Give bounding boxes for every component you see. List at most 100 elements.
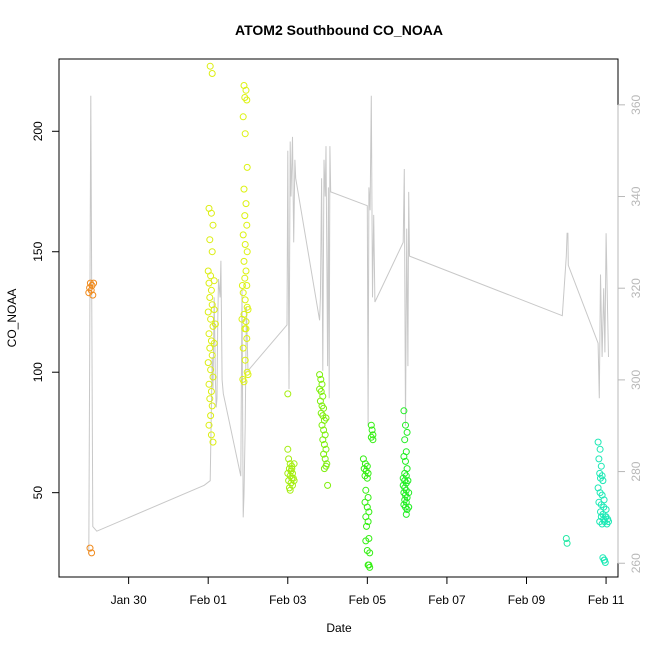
data-point <box>405 503 413 511</box>
data-point <box>316 371 324 379</box>
data-point <box>210 277 218 285</box>
data-point <box>288 462 296 470</box>
data-point <box>241 296 249 304</box>
series-2 <box>238 82 252 386</box>
data-point <box>596 445 604 453</box>
series-4 <box>316 371 332 489</box>
data-point <box>562 535 570 542</box>
data-point <box>209 373 217 381</box>
data-point <box>209 438 217 446</box>
data-point <box>204 359 212 367</box>
data-point <box>594 438 602 446</box>
data-point <box>239 289 247 297</box>
data-point <box>208 351 216 359</box>
data-point <box>241 130 249 138</box>
data-point <box>238 282 246 289</box>
x-axis-label: Date <box>326 621 352 635</box>
data-point <box>364 518 372 526</box>
data-point <box>401 436 409 444</box>
data-point <box>208 402 216 410</box>
data-point <box>369 436 377 444</box>
data-point <box>239 375 247 383</box>
x-tick-label: Jan 30 <box>111 593 147 607</box>
data-point <box>596 469 604 477</box>
data-point <box>207 272 215 280</box>
data-point <box>207 431 215 439</box>
data-point <box>242 86 250 94</box>
data-point <box>206 344 214 352</box>
data-point <box>241 356 249 364</box>
data-point <box>400 407 408 415</box>
series-3 <box>284 390 298 494</box>
data-point <box>402 421 409 429</box>
data-point <box>404 477 412 485</box>
data-point <box>402 486 410 494</box>
data-point <box>597 474 604 482</box>
x-tick-label: Feb 07 <box>428 593 466 607</box>
data-point <box>86 544 94 552</box>
y-tick-label: 50 <box>31 486 45 500</box>
data-point <box>206 236 214 244</box>
data-point <box>207 388 215 395</box>
data-point <box>597 501 605 509</box>
y2-tick-label: 260 <box>629 553 643 573</box>
data-point <box>365 508 373 516</box>
data-point <box>206 395 214 403</box>
series-5 <box>359 421 377 571</box>
data-point <box>599 477 607 485</box>
y2-tick-label: 280 <box>629 461 643 481</box>
data-point <box>205 421 213 429</box>
data-point <box>241 274 249 282</box>
data-point <box>363 474 371 482</box>
data-point <box>89 291 97 299</box>
data-point <box>243 282 251 289</box>
data-point <box>243 96 251 104</box>
data-point <box>319 436 327 444</box>
data-point <box>289 469 296 477</box>
data-point <box>209 322 217 330</box>
data-point <box>243 163 251 171</box>
data-point <box>324 481 332 489</box>
data-point <box>362 537 370 545</box>
data-point <box>600 556 608 564</box>
data-point <box>242 267 250 275</box>
data-point <box>238 315 246 323</box>
data-point <box>402 510 410 518</box>
data-point <box>284 445 292 453</box>
data-point <box>317 388 325 395</box>
x-tick-label: Feb 09 <box>508 593 546 607</box>
data-point <box>290 477 298 485</box>
data-point <box>403 428 411 436</box>
data-point <box>239 231 247 239</box>
data-point <box>598 520 606 528</box>
y2-tick-label: 360 <box>629 95 643 115</box>
data-point <box>365 561 373 569</box>
series-8 <box>594 438 612 566</box>
y2-tick-label: 300 <box>629 370 643 390</box>
series-0 <box>85 279 98 557</box>
data-point <box>208 70 216 77</box>
data-point <box>290 460 298 468</box>
data-point <box>403 494 411 501</box>
data-point <box>240 257 248 265</box>
data-point <box>244 371 252 379</box>
data-point <box>241 212 249 220</box>
data-point <box>363 503 371 511</box>
data-point <box>402 457 409 465</box>
data-point <box>563 539 571 547</box>
data-point <box>207 209 215 217</box>
data-point <box>206 62 214 70</box>
data-point <box>241 241 249 248</box>
data-point <box>208 248 216 256</box>
data-point <box>366 549 374 557</box>
data-point <box>284 469 292 477</box>
plot-frame <box>58 58 619 578</box>
data-point <box>239 113 247 121</box>
data-point <box>361 472 369 480</box>
y2-tick-label: 340 <box>629 186 643 206</box>
x-tick-label: Feb 03 <box>269 593 307 607</box>
data-point <box>242 325 250 333</box>
data-point <box>368 426 376 434</box>
data-point <box>322 414 330 422</box>
